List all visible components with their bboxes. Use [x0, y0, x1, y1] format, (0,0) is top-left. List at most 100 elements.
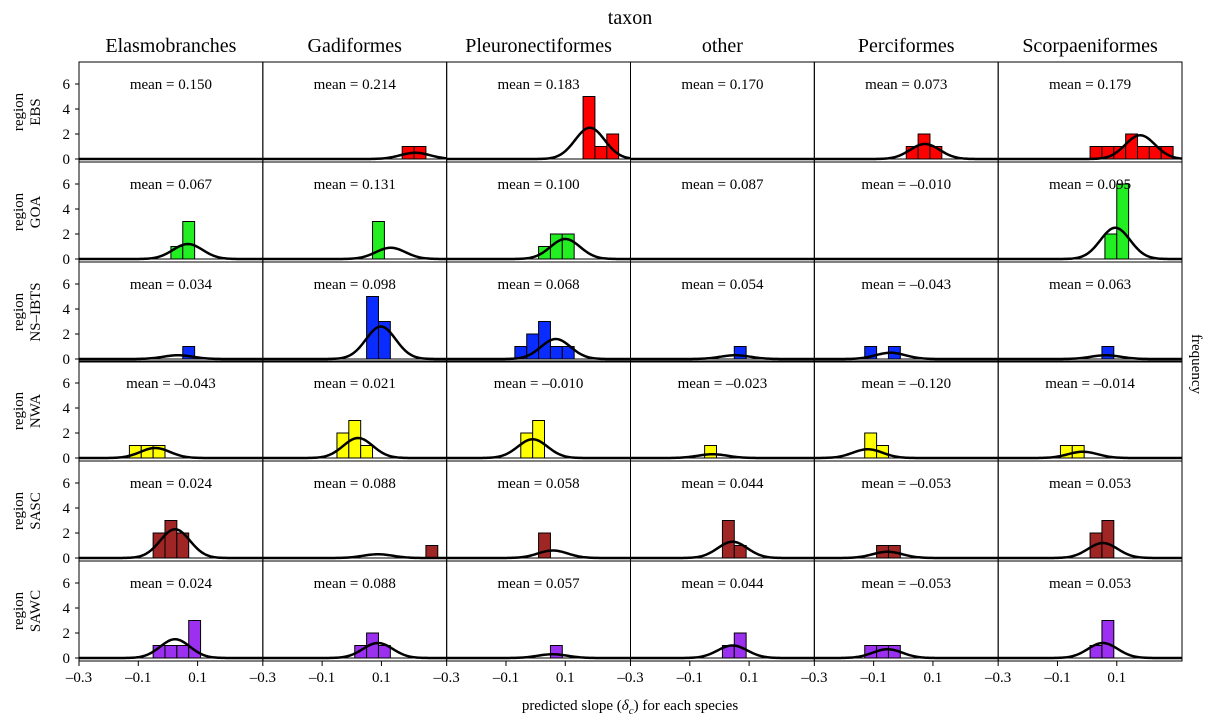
- panel-goa-perciformes: mean = –0.010: [813, 161, 999, 263]
- mean-label: mean = –0.053: [861, 476, 951, 492]
- panel-sawc-other: mean = 0.044: [630, 560, 815, 662]
- y-tick-label: 4: [63, 202, 71, 218]
- row-name-text: SASC: [28, 492, 44, 530]
- row-header-text: region: [11, 491, 27, 530]
- x-tick-label: –0.3: [249, 670, 276, 686]
- histogram-bar: [549, 645, 563, 659]
- x-axis: predicted slope (δc) for each species –0…: [65, 661, 1126, 716]
- x-tick-label: –0.1: [308, 670, 335, 686]
- column-header-group: taxon: [608, 7, 652, 29]
- density-curve: [262, 552, 447, 560]
- histogram-bar: [549, 346, 563, 360]
- column-label-elasmobranches: Elasmobranches: [105, 35, 236, 57]
- mean-label: mean = 0.183: [497, 77, 579, 93]
- panel-ebs-scorpaeniformes: mean = 0.179: [997, 61, 1183, 163]
- density-curve: [814, 647, 999, 660]
- histogram-bar: [182, 221, 196, 260]
- panel-frame: [997, 261, 1183, 363]
- panel-sasc-pleuronectiformes: mean = 0.058: [446, 460, 631, 562]
- density-curve: [998, 450, 1182, 460]
- histogram-bar: [704, 445, 717, 459]
- panel-ebs-gadiformes: mean = 0.214: [262, 61, 448, 163]
- density-curve: [998, 226, 1182, 261]
- y-axis-right-label-group: frequency: [1188, 334, 1204, 394]
- density-curve: [262, 246, 447, 261]
- density-curve: [79, 353, 263, 361]
- column-label-perciformes: Perciformes: [858, 35, 955, 57]
- panel-sasc-perciformes: mean = –0.053: [813, 460, 999, 562]
- histogram-bar: [164, 520, 178, 559]
- panel-sasc-elasmobranches: mean = 0.024: [78, 460, 264, 562]
- panel-nwa-scorpaeniformes: mean = –0.014: [997, 360, 1183, 462]
- histogram-bar: [1101, 520, 1115, 559]
- mean-label: mean = 0.044: [681, 576, 764, 592]
- y-tick-label: 0: [63, 651, 71, 667]
- x-tick-label: 0.1: [740, 670, 759, 686]
- mean-label: mean = 0.063: [1049, 277, 1131, 293]
- y-tick-label: 6: [63, 576, 71, 592]
- panel-sawc-gadiformes: mean = 0.088: [262, 560, 448, 662]
- density-curve: [998, 353, 1182, 361]
- y-tick-label: 6: [63, 77, 71, 93]
- mean-label: mean = 0.214: [314, 77, 397, 93]
- y-tick-label: 6: [63, 376, 71, 392]
- mean-label: mean = 0.100: [497, 177, 579, 193]
- panel-ebs-perciformes: mean = 0.073: [813, 61, 999, 163]
- density-curve: [630, 353, 815, 361]
- histogram-bar: [538, 532, 551, 559]
- mean-label: mean = 0.170: [681, 77, 763, 93]
- y-tick-label: 4: [63, 501, 71, 517]
- histogram-bar: [164, 645, 178, 659]
- row-label-sasc: region SASC: [11, 491, 44, 530]
- mean-label: mean = 0.024: [130, 476, 213, 492]
- histogram-bar: [360, 445, 374, 459]
- histogram-bar: [721, 520, 735, 559]
- y-axis-label: frequency: [1188, 334, 1204, 394]
- x-tick-label: 0.1: [188, 670, 207, 686]
- mean-label: mean = 0.053: [1049, 576, 1131, 592]
- panel-ns-ibts-other: mean = 0.054: [630, 261, 815, 363]
- y-tick-label: 2: [63, 626, 71, 642]
- panel-sasc-other: mean = 0.044: [630, 460, 815, 562]
- x-tick-label: –0.3: [984, 670, 1011, 686]
- x-tick-label: 0.1: [924, 670, 943, 686]
- mean-label: mean = 0.073: [865, 77, 947, 93]
- panel-nwa-other: mean = –0.023: [630, 360, 815, 462]
- panel-ns-ibts-perciformes: mean = –0.043: [813, 261, 999, 363]
- mean-label: mean = 0.150: [130, 77, 212, 93]
- y-tick-label: 0: [63, 352, 71, 368]
- x-tick-label: –0.1: [124, 670, 151, 686]
- panel-sawc-elasmobranches: mean = 0.024: [78, 560, 264, 662]
- histogram-bar: [864, 432, 878, 459]
- panel-ns-ibts-gadiformes: mean = 0.098: [262, 261, 448, 363]
- panel-ns-ibts-elasmobranches: mean = 0.034: [78, 261, 264, 363]
- mean-label: mean = 0.034: [130, 277, 213, 293]
- panel-nwa-perciformes: mean = –0.120: [813, 360, 999, 462]
- x-tick-label: 0.1: [372, 670, 391, 686]
- mean-label: mean = –0.023: [678, 376, 768, 392]
- x-tick-label: 0.1: [556, 670, 575, 686]
- y-tick-label: 4: [63, 302, 71, 318]
- row-label-ebs: region EBS: [11, 92, 44, 131]
- density-curve: [79, 446, 263, 460]
- column-label-pleuronectiformes: Pleuronectiformes: [465, 35, 612, 57]
- column-label-other: other: [702, 35, 743, 57]
- y-tick-label: 0: [63, 451, 71, 467]
- mean-label: mean = 0.087: [681, 177, 764, 193]
- y-tick-label: 2: [63, 327, 71, 343]
- panel-nwa-gadiformes: mean = 0.021: [262, 360, 448, 462]
- y-tick-label: 6: [63, 476, 71, 492]
- histogram-bar: [520, 432, 534, 459]
- x-axis-label-suffix: ) for each species: [634, 698, 739, 714]
- panel-sasc-scorpaeniformes: mean = 0.053: [997, 460, 1183, 562]
- x-axis-label-prefix: predicted slope (: [522, 698, 622, 714]
- column-label-scorpaeniformes: Scorpaeniformes: [1022, 35, 1158, 57]
- histogram-bar: [425, 545, 439, 559]
- mean-label: mean = 0.021: [314, 376, 396, 392]
- density-curve: [814, 447, 999, 460]
- histogram-bar: [594, 146, 608, 160]
- y-tick-label: 0: [63, 152, 71, 168]
- histogram-bar: [1116, 183, 1130, 260]
- column-header: taxon: [608, 7, 652, 29]
